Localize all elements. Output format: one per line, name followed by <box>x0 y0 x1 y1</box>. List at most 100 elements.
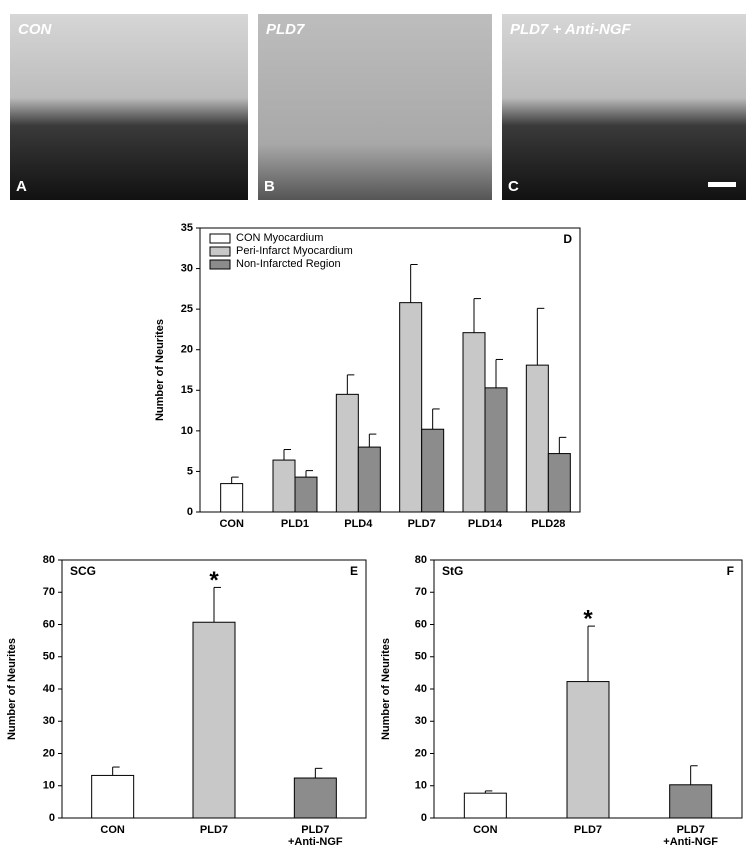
bar <box>220 483 244 513</box>
plot-frame <box>199 227 581 513</box>
x-tick-label-box: PLD1 <box>280 518 310 530</box>
x-tick-label-box: PLD7 <box>407 518 436 530</box>
error-bar <box>112 766 120 776</box>
y-tick-label: 30 <box>181 262 193 274</box>
y-axis-label: Number of Neurites <box>154 319 166 421</box>
chart-title: SCG <box>70 564 96 578</box>
legend-label: CON Myocardium <box>236 232 323 244</box>
error-bar <box>213 586 221 623</box>
y-tick-label: 30 <box>43 715 55 727</box>
y-tick-label: 20 <box>181 344 193 356</box>
y-tick-label: 0 <box>49 812 55 824</box>
panel-letter: D <box>563 232 572 246</box>
y-tick-label: 30 <box>415 715 427 727</box>
bar <box>399 302 423 513</box>
error-bar <box>432 408 440 430</box>
x-tick-label-box: PLD7 +Anti-NGF <box>663 824 718 848</box>
y-tick-label: 50 <box>415 651 427 663</box>
micrograph <box>258 14 492 200</box>
legend-swatch <box>209 246 231 257</box>
y-tick-label: 60 <box>415 618 427 630</box>
legend-label: Peri-Infarct Myocardium <box>236 245 353 257</box>
y-tick-label: 15 <box>181 384 193 396</box>
y-axis-label: Number of Neurites <box>380 638 392 740</box>
y-tick-label: 80 <box>415 554 427 566</box>
y-tick-label: 10 <box>181 425 193 437</box>
bar <box>357 446 381 513</box>
bar <box>421 428 445 513</box>
y-tick-label: 0 <box>421 812 427 824</box>
y-tick-label: 25 <box>181 303 193 315</box>
x-tick-label: PLD14 <box>467 518 503 530</box>
micrograph <box>502 14 746 200</box>
panel-letter: E <box>350 564 358 578</box>
x-tick-label-box: CON <box>473 824 497 836</box>
bar <box>484 387 508 513</box>
legend-label: Non-Infarcted Region <box>236 258 341 270</box>
x-tick-label: PLD1 <box>280 518 310 530</box>
x-tick-label: CON <box>100 824 125 836</box>
y-tick-label: 50 <box>43 651 55 663</box>
error-bar <box>587 625 595 682</box>
chart-title: StG <box>442 564 463 578</box>
y-tick-label: 80 <box>43 554 55 566</box>
bar <box>547 453 571 513</box>
x-tick-label-box: PLD28 <box>531 518 566 530</box>
image-letter: C <box>508 178 519 195</box>
x-tick-label-box: PLD7 <box>199 824 229 836</box>
x-tick-label-box: PLD7 <box>573 824 603 836</box>
bar <box>462 332 486 513</box>
annotation: * <box>209 567 219 594</box>
error-bar <box>484 790 493 794</box>
x-tick-label-box: PLD4 <box>344 518 373 530</box>
x-tick-label-box: PLD7 +Anti-NGF <box>287 824 343 848</box>
bar <box>293 777 337 819</box>
image-letter: B <box>264 178 275 195</box>
image-title: PLD7 <box>266 21 305 38</box>
bar <box>525 364 549 513</box>
y-tick-label: 20 <box>43 747 55 759</box>
x-tick-label: PLD7 +Anti-NGF <box>287 824 343 848</box>
bar <box>463 792 507 819</box>
y-tick-label: 10 <box>415 780 427 792</box>
x-tick-label: CON <box>219 518 244 530</box>
image-title: PLD7 + Anti-NGF <box>510 21 632 38</box>
bar <box>91 774 135 819</box>
micrograph <box>10 14 248 200</box>
y-tick-label: 10 <box>43 780 55 792</box>
panel-letter: F <box>727 564 734 578</box>
error-bar <box>305 470 313 478</box>
error-bar <box>473 298 481 333</box>
legend-swatch <box>209 233 231 244</box>
bar <box>566 681 610 819</box>
error-bar <box>314 767 323 779</box>
x-tick-label: PLD7 <box>573 824 603 836</box>
x-tick-label-box: CON <box>219 518 244 530</box>
y-tick-label: 5 <box>187 465 193 477</box>
error-bar <box>368 433 377 448</box>
bar <box>192 621 236 819</box>
error-bar <box>346 374 355 395</box>
x-tick-label: PLD7 <box>199 824 229 836</box>
error-bar <box>231 476 239 484</box>
error-bar <box>690 765 698 785</box>
x-tick-label: PLD7 <box>407 518 436 530</box>
y-tick-label: 40 <box>43 683 55 695</box>
y-tick-label: 70 <box>415 586 427 598</box>
x-tick-label: PLD28 <box>531 518 566 530</box>
y-tick-label: 60 <box>43 618 55 630</box>
bar <box>294 476 318 513</box>
legend-swatch <box>209 259 231 270</box>
error-bar <box>410 264 418 303</box>
error-bar <box>283 449 291 461</box>
y-tick-label: 0 <box>187 506 193 518</box>
x-tick-label: PLD4 <box>344 518 373 530</box>
bar <box>272 459 296 513</box>
x-tick-label-box: CON <box>100 824 125 836</box>
y-tick-label: 35 <box>181 222 193 234</box>
error-bar <box>495 358 503 388</box>
y-axis-label: Number of Neurites <box>6 638 18 740</box>
scale-bar <box>708 182 736 187</box>
bar <box>669 784 713 819</box>
